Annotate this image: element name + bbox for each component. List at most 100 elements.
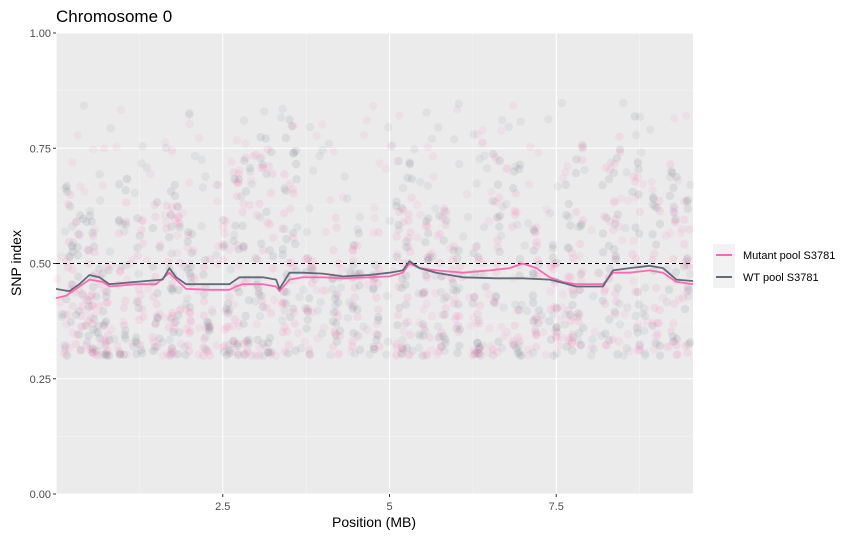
snp-point <box>666 327 676 336</box>
snp-point <box>331 301 340 310</box>
snp-point <box>336 283 346 292</box>
snp-point <box>148 332 157 342</box>
snp-point <box>252 319 262 329</box>
snp-point <box>423 222 432 231</box>
snp-point <box>190 151 200 161</box>
snp-point <box>496 126 506 136</box>
snp-point <box>166 210 176 219</box>
snp-point <box>257 163 266 173</box>
snp-point <box>95 301 104 311</box>
snp-point <box>85 292 95 301</box>
snp-point <box>669 202 678 211</box>
snp-point <box>493 243 502 252</box>
snp-point <box>202 324 211 333</box>
snp-point <box>438 310 447 320</box>
snp-point <box>640 283 650 293</box>
snp-point <box>668 168 677 178</box>
snp-point <box>295 292 304 302</box>
snp-point <box>333 312 343 321</box>
snp-point <box>240 351 249 360</box>
snp-point <box>239 199 248 208</box>
snp-point <box>213 242 222 251</box>
snp-point <box>212 180 221 190</box>
snp-point <box>472 338 482 348</box>
snp-point <box>255 199 264 208</box>
snp-point <box>239 244 248 253</box>
snp-point <box>233 241 242 250</box>
snp-point <box>614 337 624 346</box>
snp-point <box>635 342 644 351</box>
snp-point <box>278 245 287 254</box>
snp-point <box>231 221 240 230</box>
snp-point <box>76 181 85 191</box>
snp-point <box>479 222 489 232</box>
snp-point <box>470 293 479 302</box>
snp-point <box>324 139 334 149</box>
snp-point <box>181 305 191 314</box>
snp-point <box>542 204 551 214</box>
snp-point <box>88 325 98 334</box>
snp-point <box>66 190 75 199</box>
snp-point <box>84 259 94 268</box>
snp-point <box>650 201 659 211</box>
snp-point <box>78 289 87 299</box>
snp-point <box>620 310 630 319</box>
snp-point <box>149 337 158 347</box>
snp-point <box>326 350 335 360</box>
snp-point <box>137 348 147 358</box>
snp-point <box>244 339 253 348</box>
snp-point <box>655 341 665 351</box>
snp-point <box>90 349 99 358</box>
snp-point <box>546 262 556 271</box>
snp-point <box>65 252 74 261</box>
snp-point <box>64 199 73 209</box>
snp-point <box>168 311 177 321</box>
snp-point <box>520 241 529 250</box>
snp-point <box>407 174 417 183</box>
snp-point <box>121 217 131 226</box>
snp-point <box>239 116 249 125</box>
snp-point <box>528 268 538 278</box>
snp-point <box>634 190 643 199</box>
snp-point <box>352 330 362 339</box>
snp-point <box>262 169 271 179</box>
snp-point <box>418 289 427 298</box>
snp-point <box>496 231 506 240</box>
snp-point <box>404 233 413 243</box>
snp-point <box>67 241 77 250</box>
snp-point <box>666 160 675 169</box>
snp-point <box>532 313 541 322</box>
snp-point <box>425 250 435 260</box>
y-axis-title: SNP index <box>8 230 24 296</box>
snp-point <box>355 212 364 222</box>
snp-point <box>286 258 296 268</box>
snp-point <box>401 319 410 328</box>
chart-title: Chromosome 0 <box>56 7 172 26</box>
snp-point <box>382 291 392 301</box>
snp-point <box>245 201 254 210</box>
snp-point <box>252 211 262 220</box>
snp-point <box>278 224 287 233</box>
snp-point <box>392 339 401 348</box>
snp-point <box>136 340 145 350</box>
snp-point <box>513 220 522 230</box>
snp-point <box>333 290 342 300</box>
snp-point <box>303 304 313 313</box>
snp-point <box>170 191 180 201</box>
snp-point <box>399 205 408 215</box>
snp-point <box>513 348 522 358</box>
snp-point <box>549 310 558 319</box>
snp-point <box>671 218 680 227</box>
snp-point <box>482 282 492 292</box>
snp-point <box>421 326 430 336</box>
snp-point <box>619 98 628 108</box>
snp-point <box>305 204 314 213</box>
snp-point <box>222 322 231 332</box>
snp-point <box>427 134 437 144</box>
snp-point <box>508 184 518 193</box>
snp-point <box>251 254 260 263</box>
snp-point <box>667 167 676 176</box>
snp-point <box>119 350 129 360</box>
snp-point <box>79 101 89 110</box>
snp-point <box>68 328 77 337</box>
